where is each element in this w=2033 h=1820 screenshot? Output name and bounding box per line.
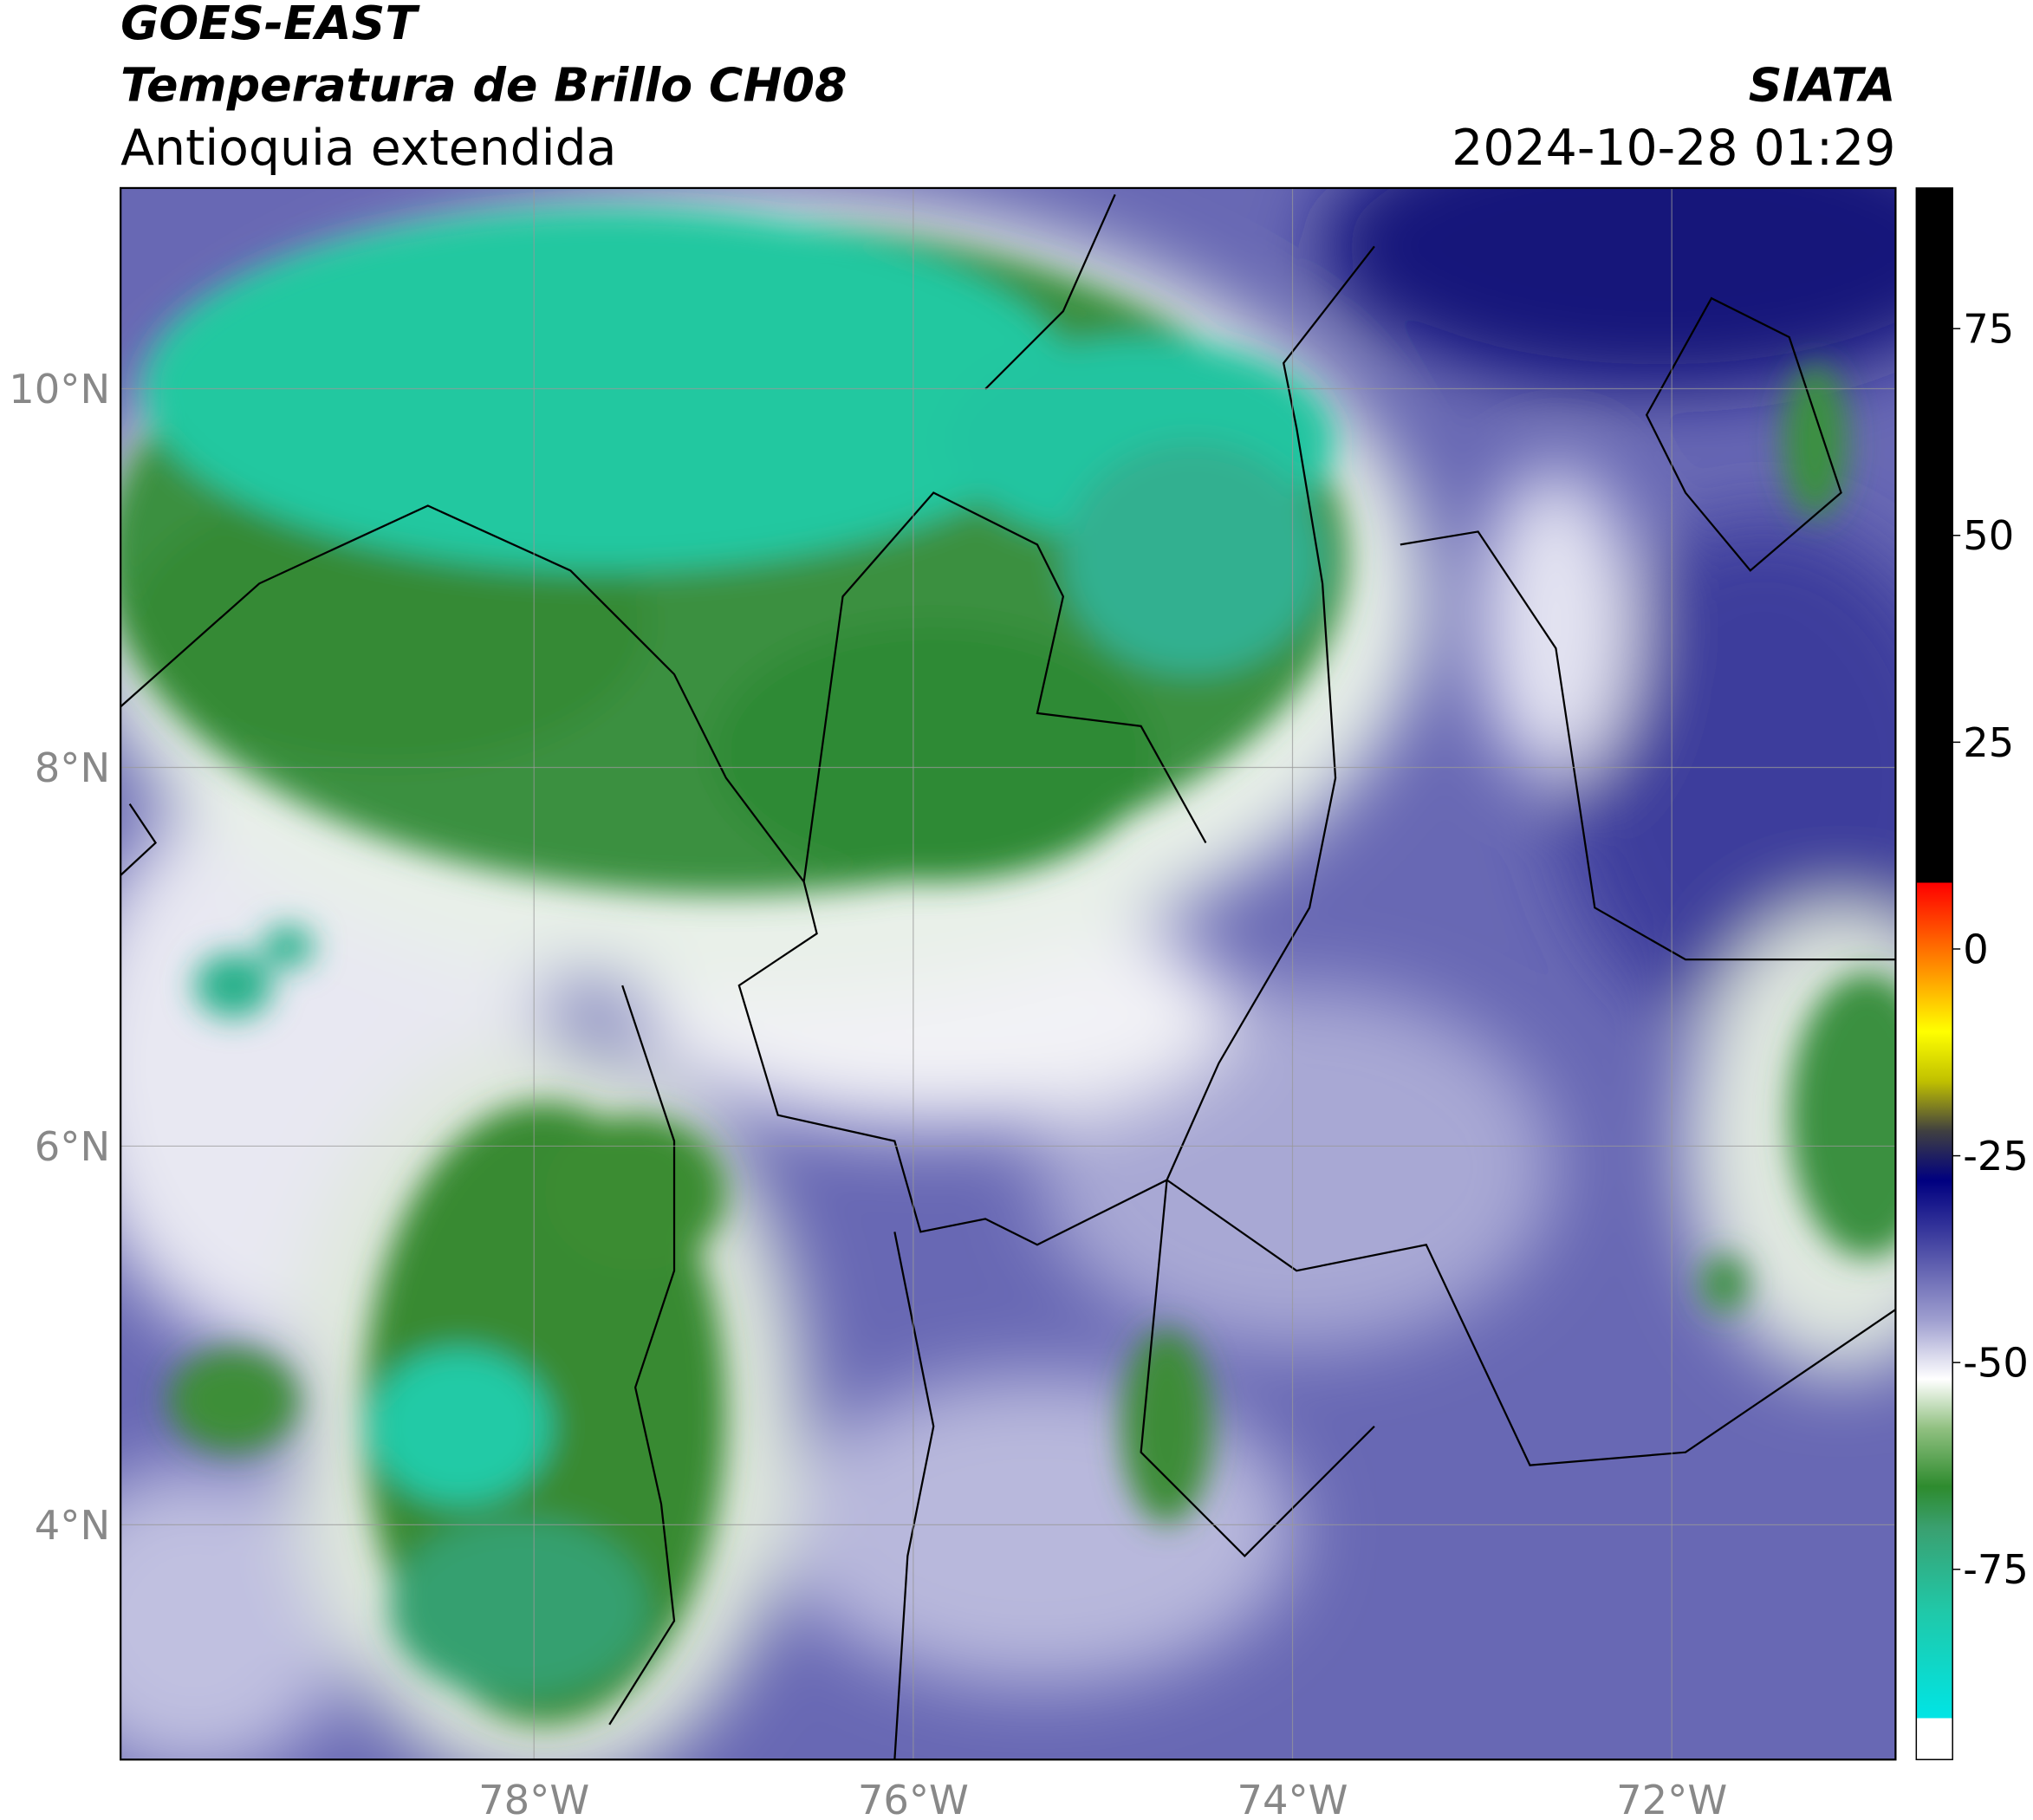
- colorbar-tick-label: 25: [1963, 719, 2014, 766]
- title: GOES-EAST: [120, 0, 420, 50]
- colorbar-tick-label: -25: [1963, 1133, 2029, 1180]
- y-tick-label: 10°N: [9, 366, 110, 413]
- borders: [120, 193, 1896, 1760]
- x-tick-label: 74°W: [1237, 1777, 1348, 1820]
- y-tick-label: 6°N: [35, 1123, 110, 1170]
- colorbar-tick-label: 50: [1963, 512, 2014, 559]
- x-tick-label: 72°W: [1616, 1777, 1727, 1820]
- y-tick-label: 4°N: [35, 1502, 110, 1549]
- x-tick-label: 76°W: [858, 1777, 969, 1820]
- imagery: [120, 187, 1896, 1760]
- map-frame: [120, 186, 1897, 1761]
- colorbar-tick-label: 0: [1963, 926, 1989, 972]
- region: Antioquia extendida: [120, 120, 616, 177]
- y-tick-label: 8°N: [35, 744, 110, 791]
- source: SIATA: [1749, 58, 1896, 113]
- datetime: 2024-10-28 01:29: [1452, 120, 1895, 177]
- colorbar-tick-label: 75: [1963, 306, 2014, 353]
- subtitle: Temperatura de Brillo CH08: [120, 58, 847, 113]
- colorbar: [1915, 187, 1953, 1761]
- colorbar-tick-label: -75: [1963, 1546, 2029, 1593]
- grid: [120, 187, 1896, 1760]
- x-tick-label: 78°W: [478, 1777, 589, 1820]
- colorbar-tick-label: -50: [1963, 1340, 2029, 1387]
